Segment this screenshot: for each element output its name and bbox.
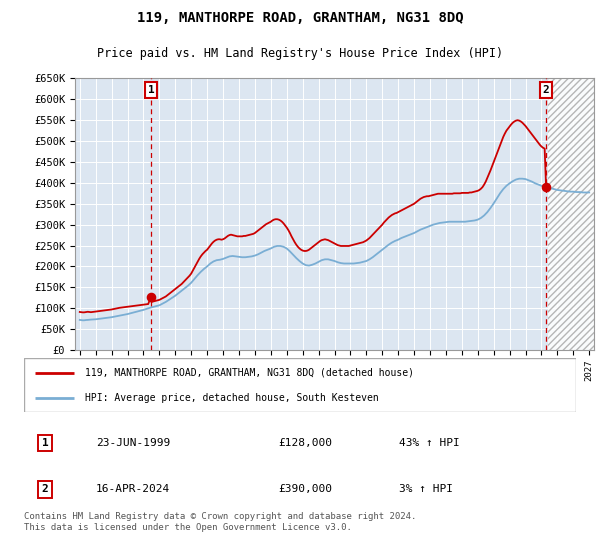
Text: 119, MANTHORPE ROAD, GRANTHAM, NG31 8DQ (detached house): 119, MANTHORPE ROAD, GRANTHAM, NG31 8DQ … xyxy=(85,368,414,378)
FancyBboxPatch shape xyxy=(24,358,576,412)
Text: HPI: Average price, detached house, South Kesteven: HPI: Average price, detached house, Sout… xyxy=(85,393,379,403)
Text: Price paid vs. HM Land Registry's House Price Index (HPI): Price paid vs. HM Land Registry's House … xyxy=(97,48,503,60)
Text: 2: 2 xyxy=(41,484,49,494)
Point xyxy=(146,292,156,301)
Text: 3% ↑ HPI: 3% ↑ HPI xyxy=(400,484,454,494)
Text: 43% ↑ HPI: 43% ↑ HPI xyxy=(400,438,460,448)
Point xyxy=(541,183,551,192)
Text: 23-JUN-1999: 23-JUN-1999 xyxy=(96,438,170,448)
Text: 1: 1 xyxy=(148,85,154,95)
Bar xyxy=(548,78,594,350)
Text: 2: 2 xyxy=(543,85,550,95)
Text: 119, MANTHORPE ROAD, GRANTHAM, NG31 8DQ: 119, MANTHORPE ROAD, GRANTHAM, NG31 8DQ xyxy=(137,12,463,26)
Text: Contains HM Land Registry data © Crown copyright and database right 2024.
This d: Contains HM Land Registry data © Crown c… xyxy=(24,512,416,532)
Text: £128,000: £128,000 xyxy=(278,438,332,448)
Text: 16-APR-2024: 16-APR-2024 xyxy=(96,484,170,494)
Text: 1: 1 xyxy=(41,438,49,448)
Text: £390,000: £390,000 xyxy=(278,484,332,494)
